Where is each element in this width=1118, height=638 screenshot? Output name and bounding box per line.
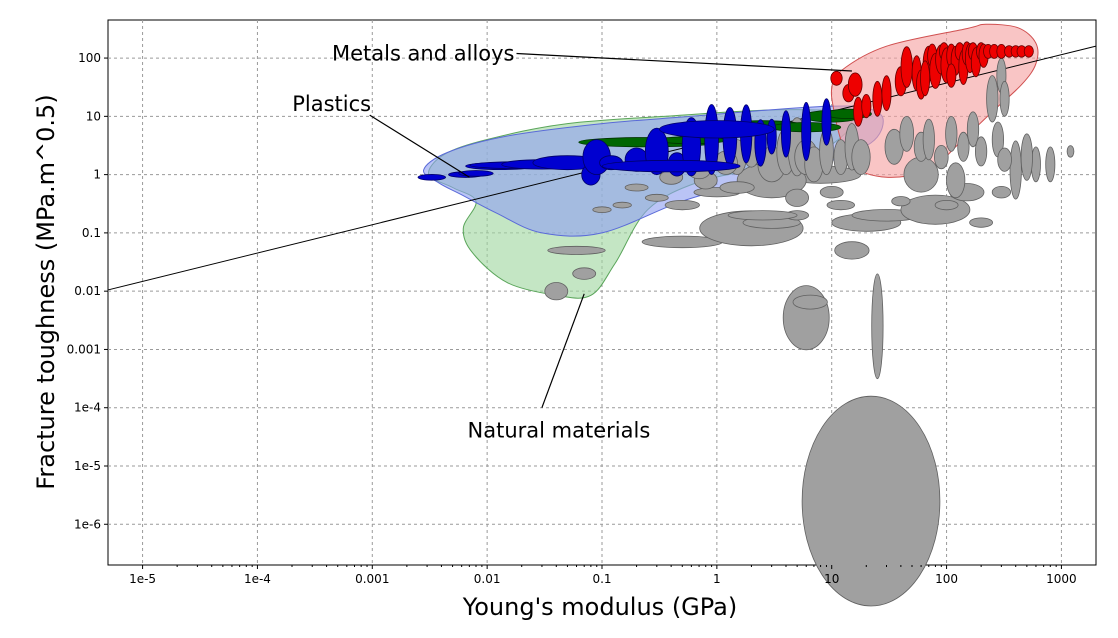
marker-plastics <box>766 118 777 155</box>
y-tick-label: 1 <box>93 168 101 182</box>
y-axis-title: Fracture toughness (MPa.m^0.5) <box>32 94 60 489</box>
x-tick-label: 1000 <box>1046 572 1077 586</box>
marker-metals-and-alloys <box>1023 45 1034 58</box>
x-tick-label: 100 <box>935 572 958 586</box>
marker-other <box>801 395 941 607</box>
y-tick-label: 1e-4 <box>74 401 101 415</box>
marker-other <box>819 185 844 199</box>
marker-other <box>1066 145 1075 158</box>
marker-plastics <box>417 174 447 181</box>
marker-other <box>922 118 935 161</box>
annotations: Metals and alloys Plastics Natural materia… <box>292 42 852 443</box>
marker-other <box>957 131 970 162</box>
marker-other <box>644 193 669 202</box>
marker-other <box>1020 133 1033 181</box>
marker-other <box>572 267 597 280</box>
marker-plastics <box>659 120 775 139</box>
marker-other <box>986 75 999 123</box>
marker-other <box>851 139 871 176</box>
marker-plastics <box>821 98 832 146</box>
marker-other <box>899 115 914 152</box>
x-tick-label: 1e-5 <box>129 572 156 586</box>
marker-other <box>792 294 828 310</box>
marker-plastics <box>458 170 494 177</box>
x-tick-label: 1 <box>713 572 721 586</box>
marker-other <box>727 210 798 221</box>
marker-plastics <box>801 102 812 162</box>
y-tick-label: 0.001 <box>67 342 101 356</box>
leader-metals-and-alloys <box>516 52 852 72</box>
y-tick-label: 10 <box>86 109 101 123</box>
x-tick-label: 0.01 <box>474 572 501 586</box>
marker-other <box>903 156 939 193</box>
y-tick-label: 100 <box>78 51 101 65</box>
marker-other <box>891 196 911 207</box>
marker-other <box>933 145 949 170</box>
marker-other <box>664 200 700 211</box>
marker-metals-and-alloys <box>872 80 883 117</box>
marker-other <box>966 111 980 148</box>
marker-other <box>974 136 988 167</box>
leader-natural-materials <box>541 293 585 408</box>
marker-other <box>934 200 959 211</box>
marker-plastics <box>781 110 792 158</box>
leader-plastics <box>369 114 470 178</box>
marker-other <box>592 206 612 214</box>
marker-metals-and-alloys <box>881 75 892 112</box>
marker-other <box>544 282 569 301</box>
annotation-plastics: Plastics <box>292 92 371 116</box>
x-tick-label: 0.001 <box>355 572 389 586</box>
marker-other <box>945 115 958 152</box>
x-tick-label: 1e-4 <box>244 572 271 586</box>
marker-other <box>834 241 870 260</box>
marker-metals-and-alloys <box>847 72 863 97</box>
marker-other <box>997 147 1012 172</box>
annotation-metals-and-alloys: Metals and alloys <box>332 42 515 66</box>
marker-metals-and-alloys <box>920 60 931 97</box>
marker-other <box>871 273 884 380</box>
marker-other <box>1045 146 1056 183</box>
marker-metals-and-alloys <box>861 94 872 119</box>
marker-other <box>612 201 632 209</box>
y-tick-label: 1e-5 <box>74 459 101 473</box>
marker-other <box>999 80 1010 117</box>
marker-metals-and-alloys <box>830 70 843 86</box>
marker-other <box>1009 140 1022 200</box>
marker-other <box>826 200 856 211</box>
y-tick-label: 0.1 <box>82 226 101 240</box>
marker-metals-and-alloys <box>853 96 864 127</box>
x-tick-label: 0.1 <box>592 572 611 586</box>
marker-other <box>624 183 649 192</box>
markers <box>417 41 1075 607</box>
y-tick-label: 0.01 <box>74 284 101 298</box>
marker-other <box>719 181 755 194</box>
marker-metals-and-alloys <box>946 63 957 88</box>
marker-other <box>991 185 1012 199</box>
y-axis-ticks: 100 10 1 0.1 0.01 0.001 1e-4 1e-5 1e-6 <box>67 51 108 531</box>
marker-plastics <box>601 159 741 173</box>
marker-other <box>969 217 993 228</box>
marker-other <box>785 188 809 207</box>
annotation-natural-materials: Natural materials <box>468 419 651 443</box>
x-tick-label: 10 <box>824 572 839 586</box>
y-tick-label: 1e-6 <box>74 517 101 531</box>
x-axis-title: Young's modulus (GPa) <box>462 593 738 621</box>
marker-other <box>946 162 966 199</box>
marker-metals-and-alloys <box>900 46 913 88</box>
marker-other <box>547 245 606 255</box>
x-axis-ticks: 1e-5 1e-4 0.001 0.01 0.1 1 10 100 1000 <box>129 565 1077 586</box>
